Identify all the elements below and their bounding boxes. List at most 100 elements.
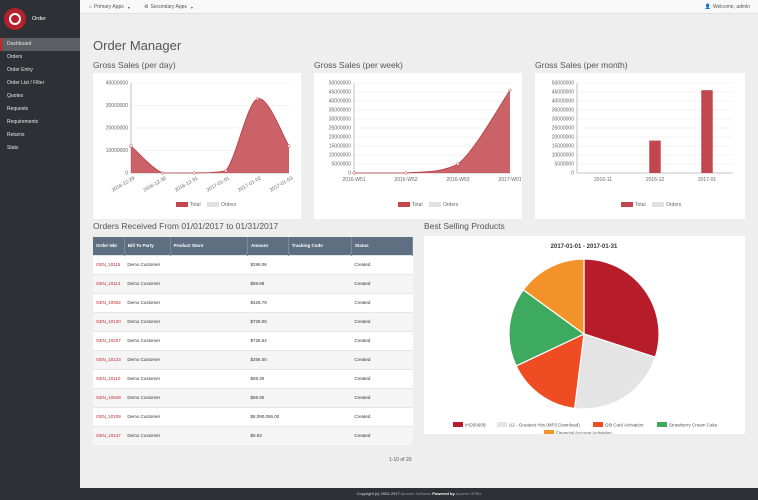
table-cell: $728.00 bbox=[247, 311, 289, 331]
legend-label: Gift Card Activation bbox=[605, 423, 644, 428]
order-number-link[interactable]: GEN_10137 bbox=[96, 433, 121, 439]
y-tick-label: 20000000 bbox=[552, 135, 574, 141]
column-header[interactable]: Amount bbox=[247, 237, 289, 255]
legend-swatch bbox=[657, 422, 667, 427]
legend-label-total: Total bbox=[190, 202, 201, 208]
table-cell bbox=[288, 273, 352, 293]
cell-amount: $59.30 bbox=[250, 376, 265, 381]
column-header[interactable]: Order Nbr bbox=[93, 237, 125, 255]
sidebar-item-order-entry[interactable]: Order Entry bbox=[7, 67, 33, 73]
bar bbox=[701, 90, 713, 173]
gross-sales-day-chart: 0 10000000 20000000 30000000 40000000 2016-12… bbox=[106, 81, 294, 209]
table-cell bbox=[288, 368, 352, 388]
brand-name: Order bbox=[32, 16, 47, 22]
table-cell: Demo Customer bbox=[124, 311, 171, 331]
cell-amount: $9.83 bbox=[250, 433, 262, 439]
order-number-link[interactable]: GEN_10120 bbox=[96, 319, 121, 324]
sidebar: Order Dashboard Orders Order Entry Order Li… bbox=[0, 0, 80, 500]
table-cell: $298.06 bbox=[247, 254, 289, 274]
footer-project-link[interactable]: Apache Software bbox=[400, 491, 432, 496]
column-header[interactable]: Tracking Code bbox=[288, 237, 352, 255]
table-cell: $428.79 bbox=[247, 292, 289, 312]
table-cell: Demo Customer bbox=[124, 387, 171, 407]
y-tick-label: 0 bbox=[125, 171, 128, 177]
y-tick-label: 0 bbox=[348, 171, 351, 177]
user-menu[interactable]: 👤 Welcome, admin bbox=[705, 4, 750, 10]
column-header[interactable]: Bill To Party bbox=[124, 237, 171, 255]
chart-panel-week: 0 5000000 10000000 15000000 20000000 25000000… bbox=[314, 73, 522, 219]
order-number-link[interactable]: GEN_10002 bbox=[96, 300, 121, 305]
y-tick-label: 10000000 bbox=[552, 153, 574, 159]
brand[interactable]: Order bbox=[0, 0, 80, 38]
gross-sales-month-chart: 0 5000000 10000000 15000000 20000000 25000000… bbox=[552, 81, 733, 208]
table-cell: GEN_10114 bbox=[93, 273, 125, 293]
sidebar-item-orders[interactable]: Orders bbox=[7, 54, 23, 60]
cell-amount: $298.06 bbox=[250, 262, 267, 267]
table-cell bbox=[288, 406, 352, 426]
table-cell bbox=[170, 406, 248, 426]
pie-slice bbox=[573, 333, 657, 410]
legend-swatch-total bbox=[621, 202, 633, 207]
data-point bbox=[224, 169, 228, 173]
order-number-link[interactable]: GEN_10109 bbox=[96, 414, 121, 419]
order-number-link[interactable]: GEN_10114 bbox=[96, 281, 121, 286]
cell-status: Created bbox=[354, 395, 371, 400]
sidebar-item-quotes[interactable]: Quotes bbox=[7, 93, 24, 99]
order-number-link[interactable]: GEN_10548 bbox=[96, 395, 121, 400]
cell-amount: $428.79 bbox=[250, 300, 267, 305]
table-cell bbox=[288, 254, 352, 274]
column-header[interactable]: Status bbox=[351, 237, 414, 255]
legend-swatch bbox=[497, 422, 507, 427]
chart-panel-day: 0 10000000 20000000 30000000 40000000 2016-12… bbox=[93, 73, 301, 219]
footer: Copyright (c) 2001-2017 Apache Software … bbox=[80, 488, 758, 500]
sidebar-item-requests[interactable]: Requests bbox=[7, 106, 29, 112]
cell-bill-to: Demo Customer bbox=[127, 433, 161, 439]
order-number-link[interactable]: GEN_10133 bbox=[96, 357, 121, 362]
data-point bbox=[404, 171, 408, 175]
secondary-apps-menu[interactable]: ⚙ Secondary Apps ▾ bbox=[144, 4, 193, 10]
y-tick-label: 40000000 bbox=[329, 99, 351, 105]
legend-swatch bbox=[544, 430, 554, 434]
cell-amount: $89.88 bbox=[250, 281, 265, 286]
y-tick-label: 35000000 bbox=[329, 108, 351, 114]
table-cell: Created bbox=[351, 254, 413, 274]
table-row: GEN_10109 Demo Customer $8,090,056.00 Creat… bbox=[93, 406, 413, 426]
y-tick-label: 40000000 bbox=[552, 99, 574, 105]
table-cell: Demo Customer bbox=[124, 425, 171, 445]
data-point bbox=[129, 144, 133, 148]
x-tick-label: 2016-W53 bbox=[446, 177, 469, 183]
orders-table: Order Nbr Bill To Party Product Store Amoun… bbox=[93, 237, 414, 445]
legend-label-orders: Orders bbox=[666, 202, 682, 208]
x-tick-label: 2017-01-03 bbox=[269, 175, 294, 193]
sidebar-item-dashboard[interactable]: Dashboard bbox=[0, 38, 80, 51]
sidebar-item-returns[interactable]: Returns bbox=[7, 132, 25, 138]
order-number-link[interactable]: GEN_10115 bbox=[96, 262, 121, 267]
table-cell: Created bbox=[351, 273, 413, 293]
order-number-link[interactable]: GEN_10207 bbox=[96, 338, 121, 343]
table-cell bbox=[288, 387, 352, 407]
sidebar-item-stats[interactable]: Stats bbox=[7, 145, 19, 151]
table-row: GEN_10115 Demo Customer $298.06 Created bbox=[93, 254, 413, 274]
column-header[interactable]: Product Store bbox=[170, 237, 249, 255]
table-cell: GEN_10115 bbox=[93, 254, 125, 274]
x-tick-label: 2016-11 bbox=[594, 177, 612, 183]
footer-powered-link[interactable]: Apache OFBiz bbox=[455, 491, 482, 496]
table-cell: $89.88 bbox=[247, 273, 289, 293]
order-number-link[interactable]: GEN_10110 bbox=[96, 376, 121, 381]
legend-swatch-orders bbox=[652, 202, 664, 207]
primary-apps-label: Primary Apps bbox=[94, 4, 124, 10]
sidebar-item-order-list-filter[interactable]: Order List / Filter bbox=[7, 80, 45, 86]
table-cell: GEN_10109 bbox=[93, 406, 125, 426]
data-point bbox=[508, 88, 512, 92]
pie-slice bbox=[583, 258, 660, 358]
app-logo-icon bbox=[4, 8, 26, 30]
cell-bill-to: Demo Customer bbox=[127, 338, 161, 343]
table-cell: Demo Customer bbox=[124, 368, 171, 388]
chart-title-day: Gross Sales (per day) bbox=[93, 60, 176, 70]
cell-status: Created bbox=[354, 357, 371, 362]
table-cell: GEN_10133 bbox=[93, 349, 125, 369]
x-tick-label: 2016-W51 bbox=[342, 177, 365, 183]
sidebar-item-requirements[interactable]: Requirements bbox=[7, 119, 39, 125]
cell-status: Created bbox=[354, 262, 371, 267]
primary-apps-menu[interactable]: ⌂ Primary Apps ▾ bbox=[89, 4, 130, 10]
